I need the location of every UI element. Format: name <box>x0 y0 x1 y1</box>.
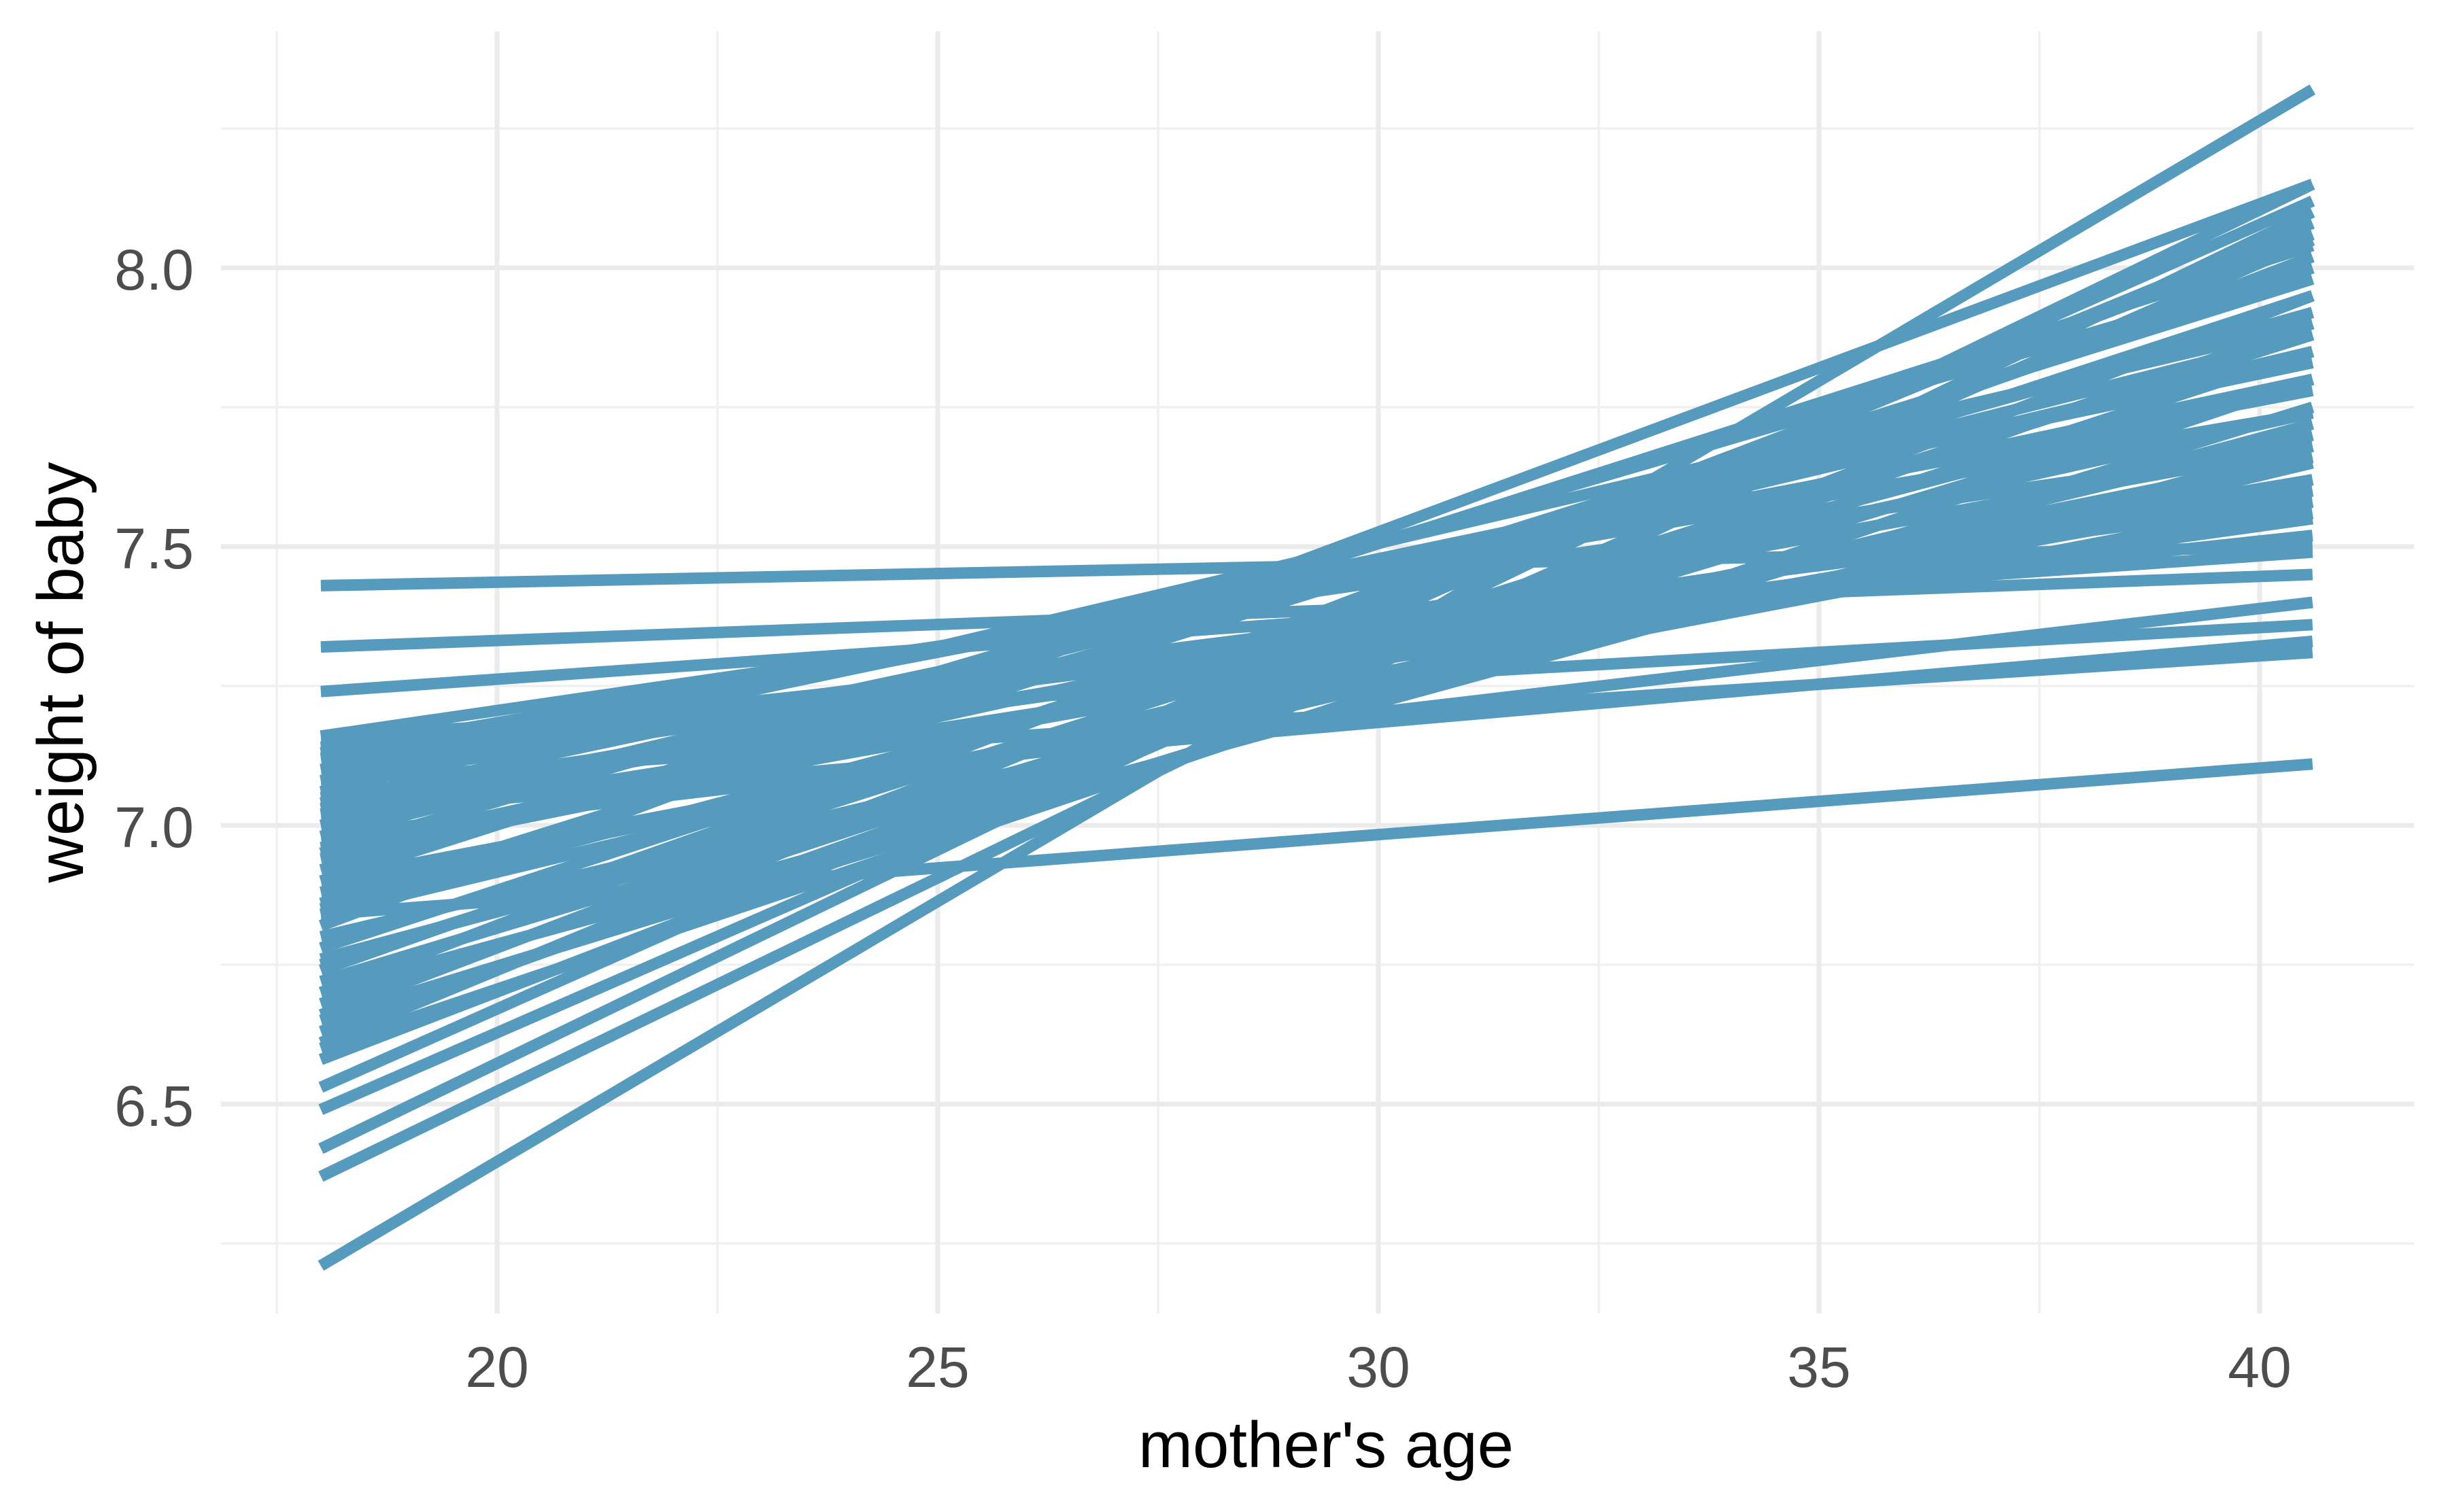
regression-line <box>319 373 2315 1054</box>
x-tick-label: 20 <box>465 1335 528 1399</box>
regression-line <box>319 373 2314 915</box>
posterior-lines <box>318 84 2316 1271</box>
x-tick-label: 25 <box>906 1335 969 1399</box>
y-axis-tick-labels: 6.5 7.0 7.5 8.0 <box>114 238 194 1138</box>
y-tick-label: 6.5 <box>114 1074 194 1138</box>
x-tick-label: 35 <box>1787 1335 1850 1399</box>
y-tick-label: 7.0 <box>114 795 194 859</box>
x-axis-tick-labels: 20 25 30 35 40 <box>465 1335 2291 1399</box>
y-tick-label: 7.5 <box>114 517 194 581</box>
x-tick-label: 40 <box>2228 1335 2291 1399</box>
y-axis-title: weight of baby <box>24 462 97 883</box>
y-tick-label: 8.0 <box>114 238 194 302</box>
x-axis-title: mother's age <box>1138 1409 1514 1481</box>
regression-line <box>320 441 2314 814</box>
x-tick-label: 30 <box>1346 1335 1410 1399</box>
